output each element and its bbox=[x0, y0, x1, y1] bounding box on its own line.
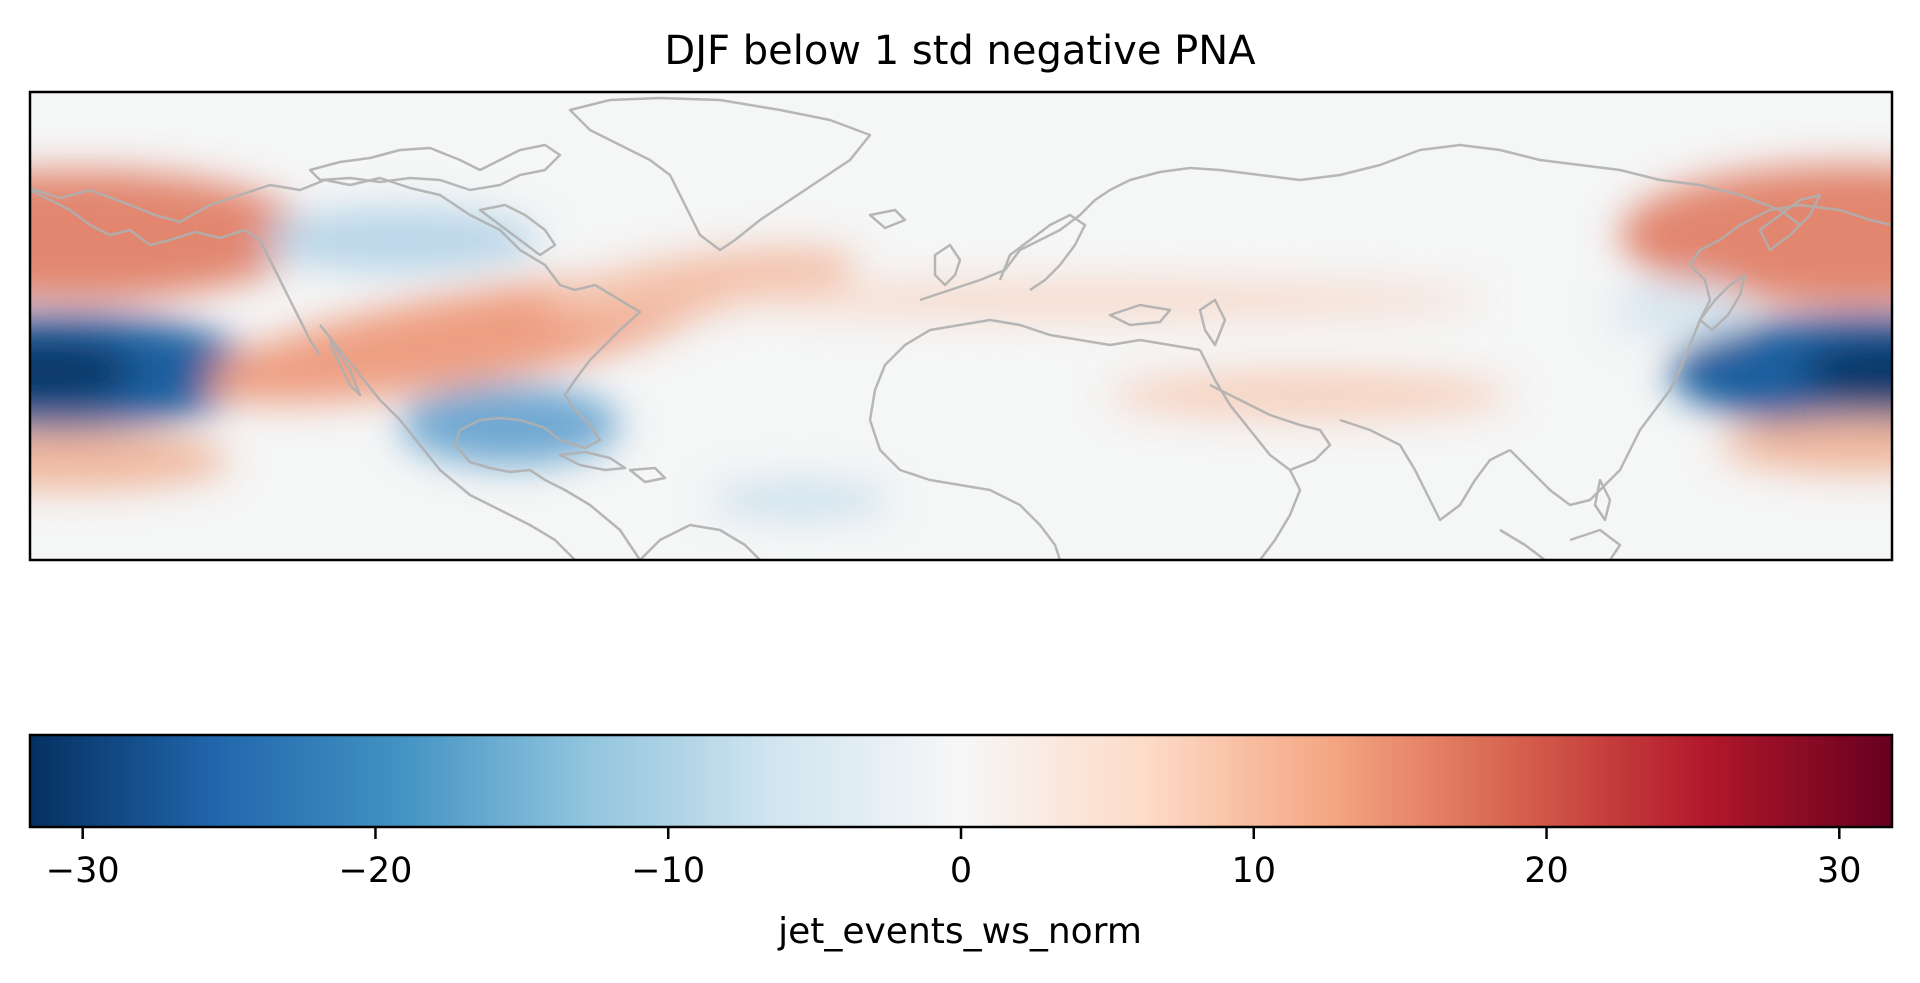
coastline-philippines bbox=[1593, 478, 1612, 522]
coastline-baffin bbox=[478, 203, 557, 257]
coastline-arctic-islands bbox=[308, 143, 562, 192]
coastlines bbox=[30, 96, 1892, 560]
anomaly-pos-west-north bbox=[30, 170, 310, 300]
coastline-kamchatka bbox=[1758, 193, 1822, 252]
colorbar-tick-label: 0 bbox=[950, 851, 972, 891]
coastline-india bbox=[1339, 418, 1511, 522]
anomaly-neg-east bbox=[1670, 314, 1892, 430]
anomaly-neg-west-core bbox=[30, 340, 135, 404]
colorbar: −30 −20 −10 0 10 20 30 bbox=[28, 733, 1894, 891]
anomaly-neg-pacific-mid bbox=[1610, 280, 1750, 340]
coastline-east-asia bbox=[1509, 238, 1721, 507]
coastline-alaska bbox=[30, 188, 322, 356]
coastline-borneo bbox=[1569, 528, 1622, 560]
coastline-africa bbox=[868, 328, 1062, 560]
anomaly-pos-east-south bbox=[1720, 417, 1892, 473]
coastline-black-sea bbox=[1108, 303, 1172, 327]
coastline-hispaniola bbox=[628, 466, 667, 484]
anomaly-pos-asia bbox=[1110, 370, 1510, 420]
anomaly-field bbox=[30, 165, 1892, 520]
chart-title: DJF below 1 std negative PNA bbox=[664, 28, 1256, 74]
coastline-mediterranean bbox=[929, 318, 1201, 352]
anomaly-pos-eurasia bbox=[720, 280, 1480, 320]
anomaly-neg-west bbox=[30, 314, 260, 430]
anomaly-neg-east-core bbox=[1800, 340, 1892, 404]
colorbar-tick-label: 10 bbox=[1231, 851, 1276, 891]
coastline-mexico-west bbox=[319, 324, 576, 560]
anomaly-neg-canada bbox=[260, 208, 540, 272]
colorbar-tick-label: 30 bbox=[1817, 851, 1862, 891]
coastline-north-america bbox=[30, 176, 642, 560]
coastline-japan bbox=[1698, 273, 1747, 332]
coastline-iceland bbox=[868, 208, 907, 230]
coastline-uk bbox=[933, 243, 962, 287]
coastline-europe bbox=[919, 143, 1801, 302]
coastline-siberia-east bbox=[1719, 203, 1892, 241]
map-panel bbox=[30, 92, 1892, 560]
colorbar-tick-label: −20 bbox=[339, 851, 413, 891]
colorbar-tick-label: 20 bbox=[1524, 851, 1569, 891]
colorbar-gradient bbox=[28, 733, 1894, 829]
coastline-south-america bbox=[639, 523, 761, 560]
colorbar-label: jet_events_ws_norm bbox=[778, 911, 1142, 952]
colorbar-ticks: −30 −20 −10 0 10 20 30 bbox=[46, 827, 1862, 891]
coastline-cuba bbox=[558, 450, 627, 472]
anomaly-pos-west-south bbox=[30, 430, 230, 490]
colorbar-tick-label: −30 bbox=[46, 851, 120, 891]
colorbar-tick-label: −10 bbox=[631, 851, 705, 891]
coastline-sumatra bbox=[1499, 528, 1546, 560]
coastline-scandinavia bbox=[998, 213, 1087, 292]
map-frame bbox=[28, 90, 1894, 562]
coastline-greenland bbox=[568, 96, 872, 252]
coastline-caspian bbox=[1198, 298, 1227, 347]
coastline-arabia bbox=[1209, 383, 1332, 472]
anomaly-pos-atlantic-east bbox=[541, 247, 859, 323]
coastline-baja bbox=[328, 339, 362, 397]
anomaly-neg-africa bbox=[710, 480, 890, 520]
anomaly-pos-east-north bbox=[1620, 165, 1892, 305]
